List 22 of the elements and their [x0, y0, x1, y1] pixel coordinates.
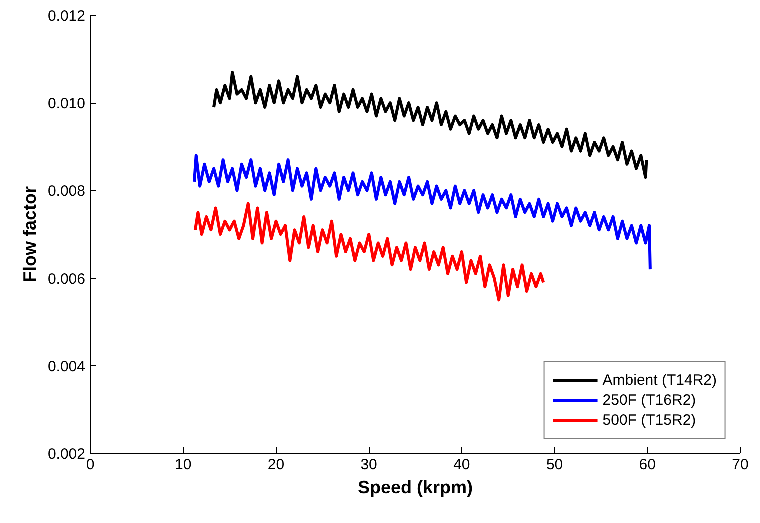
x-tick-label: 0 [86, 456, 95, 474]
x-axis-title: Speed (krpm) [358, 478, 474, 498]
x-tick-label: 60 [639, 456, 656, 474]
y-tick-label: 0.004 [48, 358, 86, 376]
y-tick-label: 0.006 [48, 270, 86, 288]
y-tick-label: 0.002 [48, 446, 86, 463]
y-tick-label: 0.012 [48, 8, 86, 25]
y-tick-label: 0.010 [48, 96, 86, 113]
legend-label: Ambient (T14R2) [602, 372, 717, 388]
y-axis-title: Flow factor [20, 186, 40, 282]
line-series [193, 154, 652, 272]
x-tick-label: 30 [360, 456, 378, 474]
x-tick-label: 70 [732, 456, 749, 474]
line-series [194, 202, 546, 302]
legend-label: 500F (T15R2) [602, 412, 696, 428]
legend-label: 250F (T16R2) [602, 392, 696, 408]
x-tick-label: 50 [546, 456, 564, 474]
x-tick-label: 10 [175, 456, 192, 474]
line-series [212, 70, 648, 180]
x-tick-label: 40 [454, 456, 470, 474]
x-tick-label: 20 [268, 456, 285, 474]
y-tick-label: 0.008 [48, 183, 86, 200]
